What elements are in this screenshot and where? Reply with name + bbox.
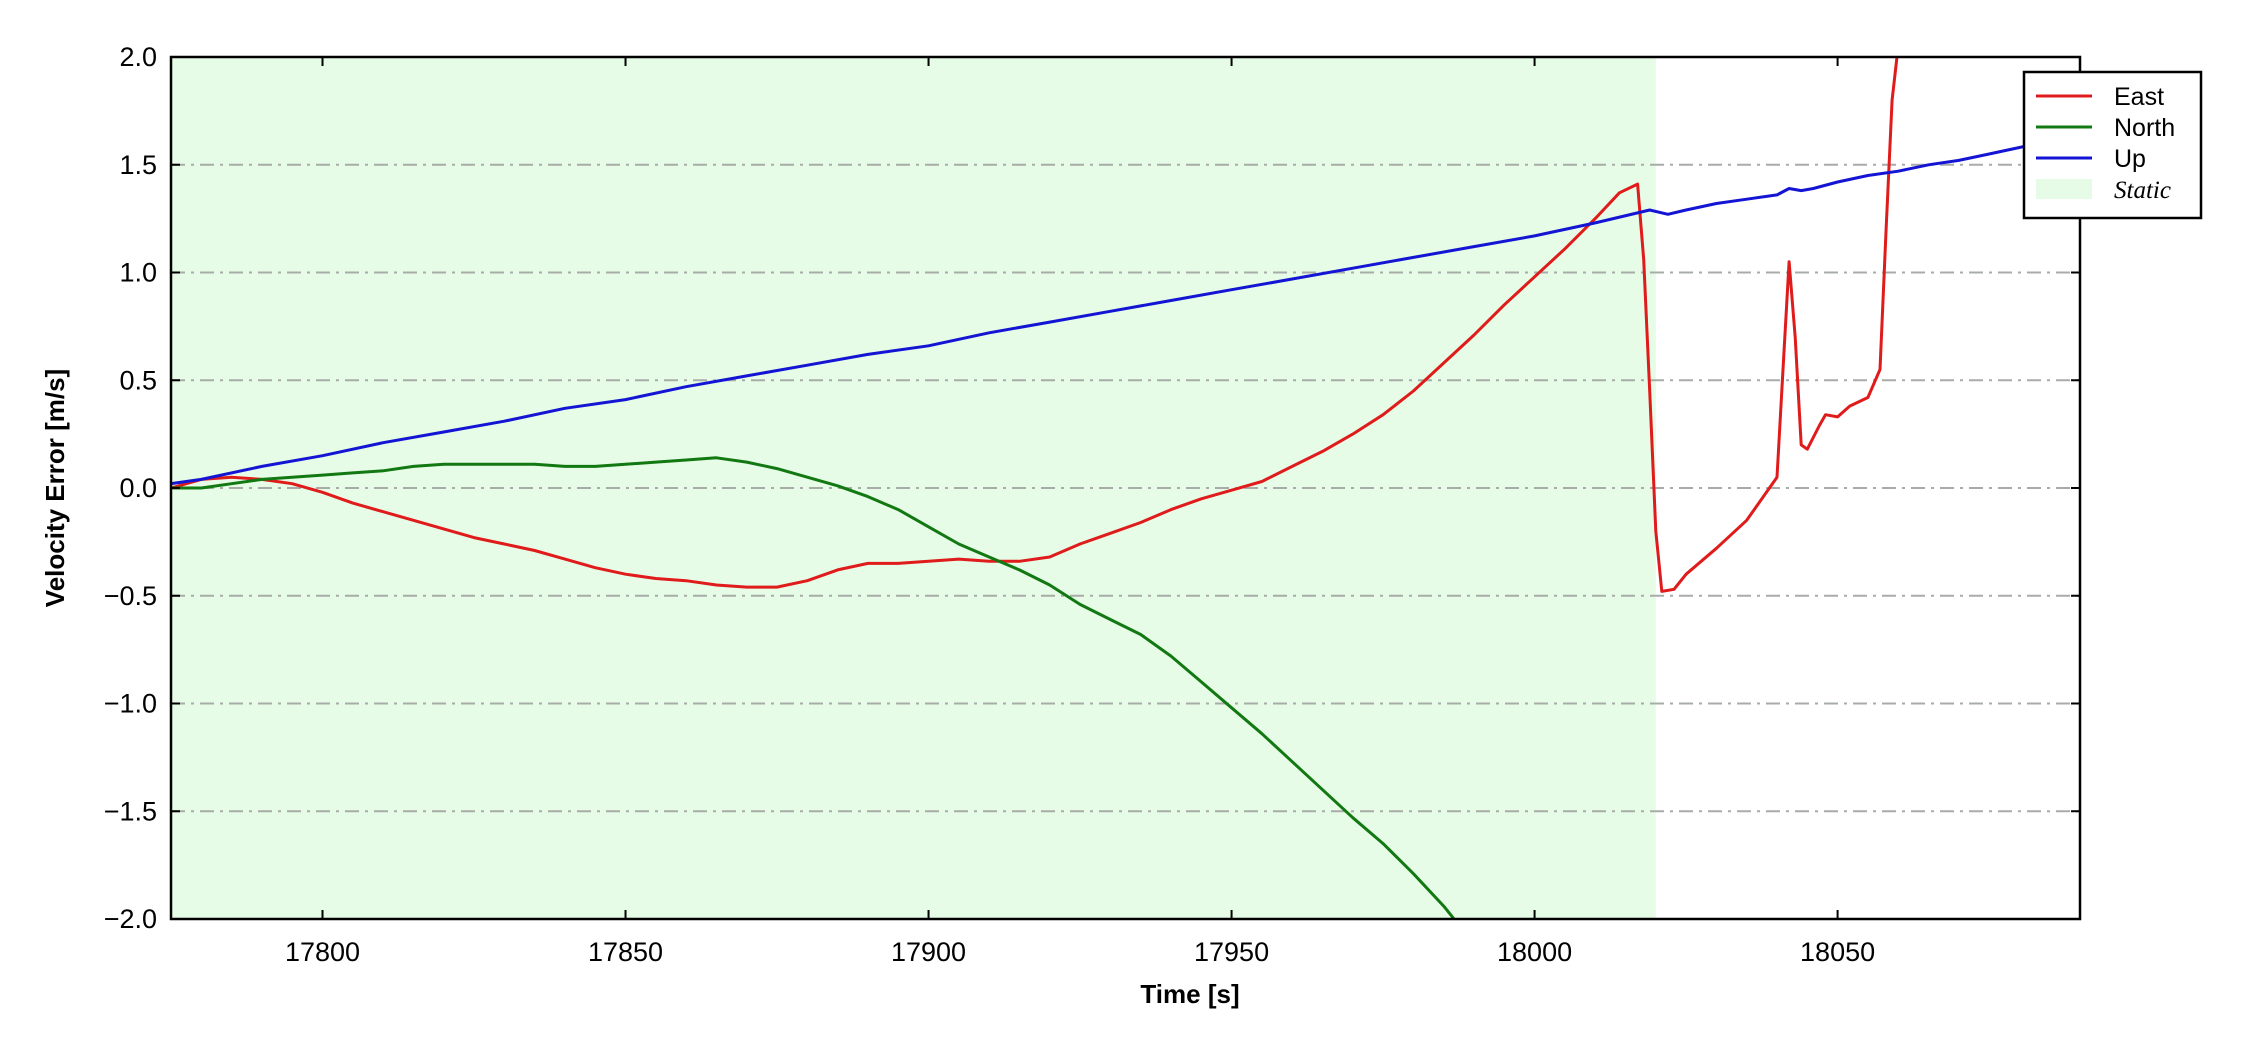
series-lines (171, 57, 2080, 919)
x-tick-label: 17800 (285, 937, 360, 967)
y-tick-label: 1.0 (119, 258, 157, 288)
legend: East North Up Static (2022, 70, 2203, 220)
legend-label-east: East (2114, 83, 2164, 111)
legend-label-north: North (2114, 114, 2175, 142)
y-tick-label: 2.0 (119, 42, 157, 72)
y-tick-label: 0.5 (119, 365, 157, 395)
y-tick-label: −2.0 (104, 904, 157, 934)
static-region-layer (171, 57, 1656, 919)
axis-ticks: 17800 17850 17900 17950 18000 18050 −2.0 −1.5 −1… (104, 42, 2080, 967)
series-line-up (171, 135, 2080, 486)
legend-label-static: Static (2114, 177, 2171, 204)
series-line-east (171, 57, 1899, 593)
x-axis-label: Time [s] (1140, 979, 1239, 1009)
static-region (171, 57, 1656, 919)
x-tick-label: 17950 (1194, 937, 1269, 967)
y-tick-label: −1.0 (104, 689, 157, 719)
x-tick-label: 17850 (588, 937, 663, 967)
x-tick-label: 18050 (1800, 937, 1875, 967)
series-line-north (171, 456, 1456, 919)
y-axis-label: Velocity Error [m/s] (40, 369, 70, 607)
y-tick-label: −0.5 (104, 581, 157, 611)
y-tick-label: 1.5 (119, 150, 157, 180)
x-tick-label: 17900 (891, 937, 966, 967)
y-tick-label: 0.0 (119, 473, 157, 503)
legend-label-up: Up (2114, 145, 2146, 173)
legend-swatch-static (2036, 179, 2092, 199)
y-tick-label: −1.5 (104, 796, 157, 826)
x-tick-label: 18000 (1497, 937, 1572, 967)
